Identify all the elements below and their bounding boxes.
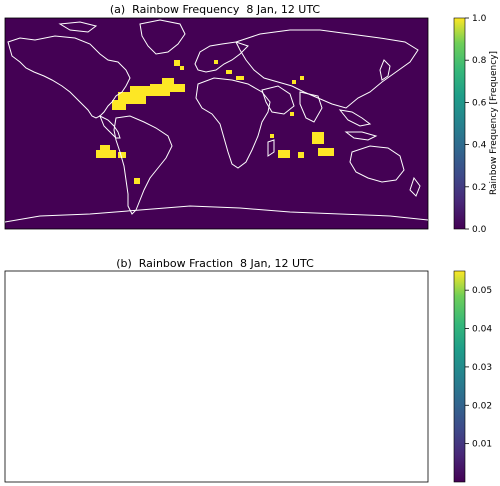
map-panel-a	[4, 17, 429, 230]
colorbar-a: 0.0 0.2 0.4 0.6 0.8 1.0 Rainbow Frequency [Fr…	[453, 14, 499, 235]
colorbar-a-tick-label: 0.4	[472, 141, 487, 151]
colorbar-b-tick-label: 0.05	[472, 286, 492, 296]
panel-b-title: (b) Rainbow Fraction 8 Jan, 12 UTC	[116, 257, 314, 270]
colorbar-b-tick-label: 0.01	[472, 440, 492, 450]
colorbar-a-tick-label: 0.2	[472, 183, 486, 193]
colorbar-b-tick-label: 0.04	[472, 325, 492, 335]
colorbar-a-label: Rainbow Frequency [Frequency]	[489, 51, 499, 195]
colorbar-a-tick-label: 1.0	[472, 14, 487, 24]
colorbar-a-tick-label: 0.6	[472, 98, 487, 108]
colorbar-b-tick-label: 0.03	[472, 363, 492, 373]
map-panel-b	[4, 270, 429, 483]
colorbar-b-tick-label: 0.02	[472, 401, 492, 411]
panel-a-title: (a) Rainbow Frequency 8 Jan, 12 UTC	[109, 3, 321, 16]
colorbar-b: 0.01 0.02 0.03 0.04 0.05	[453, 270, 492, 483]
colorbar-a-tick-label: 0.8	[472, 56, 487, 66]
colorbar-a-tick-label: 0.0	[472, 225, 487, 235]
